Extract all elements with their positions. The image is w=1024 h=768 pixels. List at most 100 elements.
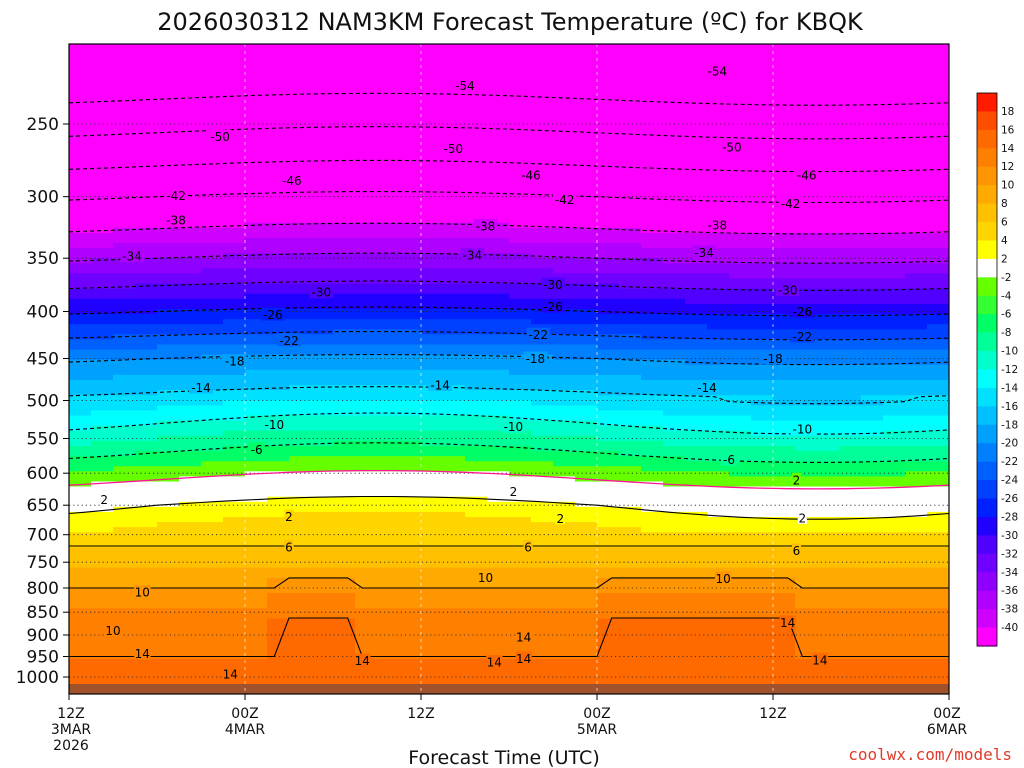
heatmap-cell: [377, 166, 400, 173]
heatmap-cell: [91, 314, 114, 320]
heatmap-cell: [311, 258, 334, 265]
heatmap-cell: [179, 664, 202, 670]
heatmap-cell: [531, 50, 554, 57]
heatmap-cell: [795, 354, 818, 361]
heatmap-cell: [179, 369, 202, 376]
heatmap-cell: [641, 60, 664, 67]
heatmap-cell: [553, 187, 576, 194]
heatmap-cell: [663, 359, 686, 366]
heatmap-cell: [311, 608, 334, 615]
heatmap-cell: [201, 679, 224, 686]
heatmap-cell: [751, 95, 774, 102]
heatmap-cell: [597, 501, 620, 508]
heatmap-cell: [905, 35, 928, 41]
heatmap-cell: [641, 572, 664, 579]
heatmap-cell: [597, 44, 620, 46]
heatmap-cell: [839, 679, 862, 686]
heatmap-cell: [421, 85, 444, 92]
heatmap-cell: [685, 557, 708, 564]
heatmap-cell: [641, 364, 664, 371]
heatmap-cell: [69, 390, 92, 396]
heatmap-cell: [883, 369, 906, 376]
heatmap-cell: [289, 212, 312, 219]
heatmap-cell: [729, 613, 752, 620]
heatmap-cell: [69, 410, 92, 417]
heatmap-cell: [773, 339, 796, 346]
heatmap-cell: [113, 288, 136, 295]
heatmap-cell: [487, 486, 510, 493]
heatmap-cell: [685, 298, 708, 305]
heatmap-cell: [179, 146, 202, 153]
heatmap-cell: [795, 481, 818, 488]
heatmap-cell: [69, 268, 92, 275]
heatmap-cell: [201, 613, 224, 620]
heatmap-cell: [883, 400, 906, 407]
heatmap-cell: [201, 603, 224, 610]
heatmap-cell: [289, 202, 312, 209]
heatmap-cell: [355, 593, 378, 599]
heatmap-cell: [905, 151, 928, 158]
heatmap-cell: [201, 420, 224, 427]
heatmap-cell: [509, 674, 532, 681]
heatmap-cell: [289, 95, 312, 102]
heatmap-cell: [311, 222, 334, 229]
heatmap-cell: [861, 35, 884, 41]
heatmap-cell: [553, 324, 576, 331]
heatmap-cell: [685, 288, 708, 295]
heatmap-cell: [443, 567, 466, 574]
heatmap-cell: [817, 207, 840, 214]
heatmap-cell: [575, 643, 598, 650]
heatmap-cell: [509, 522, 532, 528]
heatmap-cell: [355, 202, 378, 209]
heatmap-cell: [663, 567, 686, 574]
heatmap-cell: [157, 136, 180, 143]
heatmap-cell: [267, 517, 290, 523]
heatmap-cell: [421, 248, 444, 254]
heatmap-cell: [795, 552, 818, 559]
heatmap-cell: [465, 588, 488, 594]
heatmap-cell: [333, 121, 356, 128]
heatmap-cell: [223, 111, 246, 117]
heatmap-cell: [817, 106, 840, 112]
heatmap-cell: [223, 258, 246, 265]
heatmap-cell: [443, 268, 466, 275]
heatmap-cell: [487, 491, 510, 498]
heatmap-cell: [69, 314, 92, 320]
heatmap-cell: [465, 461, 488, 468]
heatmap-cell: [619, 496, 642, 503]
heatmap-cell: [553, 55, 576, 62]
heatmap-cell: [641, 654, 664, 660]
heatmap-cell: [619, 425, 642, 432]
heatmap-cell: [443, 633, 466, 640]
heatmap-cell: [135, 303, 158, 310]
heatmap-cell: [795, 207, 818, 214]
heatmap-cell: [135, 557, 158, 564]
heatmap-cell: [355, 45, 378, 51]
heatmap-cell: [113, 374, 136, 381]
heatmap-cell: [817, 75, 840, 82]
heatmap-cell: [267, 456, 290, 462]
heatmap-cell: [773, 456, 796, 462]
heatmap-cell: [795, 628, 818, 635]
heatmap-cell: [245, 319, 268, 325]
heatmap-cell: [245, 45, 268, 51]
heatmap-cell: [685, 608, 708, 615]
heatmap-cell: [223, 385, 246, 391]
heatmap-cell: [157, 633, 180, 640]
heatmap-cell: [619, 481, 642, 488]
heatmap-cell: [575, 664, 598, 670]
heatmap-cell: [641, 65, 664, 72]
heatmap-cell: [245, 258, 268, 265]
heatmap-cell: [377, 278, 400, 285]
heatmap-cell: [795, 121, 818, 128]
heatmap-cell: [157, 517, 180, 523]
heatmap-cell: [69, 603, 92, 610]
heatmap-cell: [641, 232, 664, 239]
heatmap-cell: [333, 572, 356, 579]
heatmap-cell: [267, 237, 290, 244]
heatmap-cell: [729, 623, 752, 630]
heatmap-cell: [135, 547, 158, 554]
heatmap-cell: [333, 466, 356, 473]
heatmap-cell: [91, 35, 114, 41]
heatmap-cell: [377, 395, 400, 402]
